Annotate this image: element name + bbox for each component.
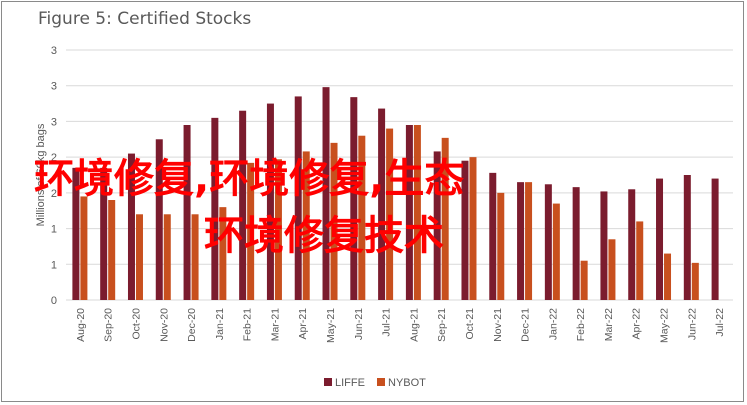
overlay-text-line-2: 环境修复技术 <box>204 213 444 259</box>
x-tick-label: Mar-22 <box>603 308 615 341</box>
bar-liffe-oct-20 <box>127 153 135 300</box>
y-tick-label: 2 <box>51 188 57 200</box>
x-tick-label: Dec-20 <box>186 308 198 342</box>
bar-nybot-feb-21 <box>247 162 255 300</box>
legend: LIFFE NYBOT <box>324 377 426 389</box>
bar-liffe-jan-21 <box>211 117 219 300</box>
bar-liffe-mar-21 <box>266 103 274 300</box>
bar-liffe-aug-21 <box>405 125 413 300</box>
bar-nybot-nov-21 <box>497 192 505 300</box>
bar-liffe-jul-21 <box>378 108 386 300</box>
x-tick-label: Aug-21 <box>408 308 420 342</box>
y-tick-label: 1 <box>51 259 57 271</box>
bar-nybot-sep-21 <box>441 137 449 300</box>
y-tick-label: 3 <box>51 116 57 128</box>
bar-liffe-apr-21 <box>294 96 302 300</box>
bar-liffe-jun-22 <box>683 175 691 300</box>
legend-label-liffe: LIFFE <box>335 377 365 389</box>
y-tick-labels: 0 1 1 2 2 3 3 3 <box>51 45 57 307</box>
bar-nybot-jan-21 <box>219 207 227 300</box>
bar-liffe-dec-20 <box>183 125 191 300</box>
x-tick-label: Jul-21 <box>381 308 393 337</box>
bar-nybot-mar-21 <box>274 159 282 300</box>
bar-nybot-may-21 <box>330 142 338 300</box>
bar-liffe-apr-22 <box>628 189 636 300</box>
x-tick-label: Oct-20 <box>130 308 142 340</box>
y-tick-label: 1 <box>51 224 57 236</box>
y-tick-label: 0 <box>51 295 57 307</box>
bar-liffe-sep-21 <box>433 151 441 300</box>
bar-liffe-jan-22 <box>544 184 552 300</box>
y-tick-label: 3 <box>51 81 57 93</box>
bar-nybot-jan-22 <box>552 203 560 300</box>
bar-nybot-sep-20 <box>108 200 116 300</box>
x-tick-label: Nov-20 <box>158 308 170 342</box>
bars <box>72 87 719 301</box>
x-tick-label: Sep-20 <box>103 308 115 342</box>
x-tick-label: Jun-21 <box>353 308 365 340</box>
bar-liffe-sep-20 <box>100 167 108 300</box>
x-tick-label: Apr-21 <box>297 308 309 340</box>
x-tick-label: Jan-21 <box>214 308 226 340</box>
chart-title: Figure 5: Certified Stocks <box>38 9 252 29</box>
x-tick-label: Apr-22 <box>631 308 643 340</box>
bar-nybot-oct-20 <box>135 214 143 300</box>
x-tick-label: Sep-21 <box>436 308 448 342</box>
x-tick-label: Feb-22 <box>575 308 587 341</box>
bar-nybot-oct-21 <box>469 157 477 300</box>
gridlines <box>66 49 733 301</box>
bar-liffe-aug-20 <box>72 167 80 300</box>
legend-swatch-liffe <box>324 378 332 386</box>
bar-liffe-nov-21 <box>489 172 497 300</box>
y-axis-label: Millions of 60kg bags <box>35 123 47 226</box>
x-tick-label: Mar-21 <box>269 308 281 341</box>
x-tick-label: Jul-22 <box>714 308 726 337</box>
bar-liffe-feb-22 <box>572 187 580 300</box>
y-tick-label: 3 <box>51 45 57 57</box>
x-tick-label: May-22 <box>659 308 671 343</box>
bar-nybot-dec-21 <box>525 182 533 300</box>
x-tick-label: May-21 <box>325 308 337 343</box>
bar-liffe-jun-21 <box>350 97 358 301</box>
bar-nybot-mar-22 <box>608 239 616 300</box>
bar-liffe-mar-22 <box>600 191 608 300</box>
bar-nybot-apr-21 <box>302 151 310 300</box>
x-tick-label: Feb-21 <box>242 308 254 341</box>
bar-nybot-nov-20 <box>163 214 171 300</box>
bar-liffe-oct-21 <box>461 160 469 300</box>
y-tick-label: 2 <box>51 152 57 164</box>
bar-nybot-may-22 <box>664 253 672 300</box>
x-tick-label: Jan-22 <box>547 308 559 340</box>
bar-liffe-may-22 <box>656 178 664 300</box>
bar-nybot-jun-21 <box>358 135 366 300</box>
bar-nybot-jul-21 <box>386 128 394 300</box>
bar-nybot-feb-22 <box>580 260 588 300</box>
legend-label-nybot: NYBOT <box>388 377 426 389</box>
bar-nybot-dec-20 <box>191 214 199 300</box>
bar-liffe-dec-21 <box>517 182 525 300</box>
bar-liffe-jul-22 <box>711 178 719 300</box>
legend-swatch-nybot <box>377 378 385 386</box>
bar-liffe-feb-21 <box>239 110 247 300</box>
bar-nybot-aug-21 <box>413 125 421 300</box>
x-tick-label: Jun-22 <box>686 308 698 340</box>
x-tick-label: Aug-20 <box>75 308 87 342</box>
x-tick-label: Nov-21 <box>492 308 504 342</box>
bar-nybot-apr-22 <box>636 221 644 300</box>
bar-nybot-aug-20 <box>80 196 88 300</box>
x-tick-label: Oct-21 <box>464 308 476 340</box>
bar-liffe-nov-20 <box>155 139 163 300</box>
bar-nybot-jun-22 <box>691 262 699 300</box>
overlay-text-line-1: 环境修复,环境修复,生态 <box>34 156 465 202</box>
bar-liffe-may-21 <box>322 87 330 301</box>
x-tick-labels: Aug-20 Sep-20 Oct-20 Nov-20 Dec-20 Jan-21 Feb-… <box>75 308 726 343</box>
x-tick-label: Dec-21 <box>520 308 532 342</box>
